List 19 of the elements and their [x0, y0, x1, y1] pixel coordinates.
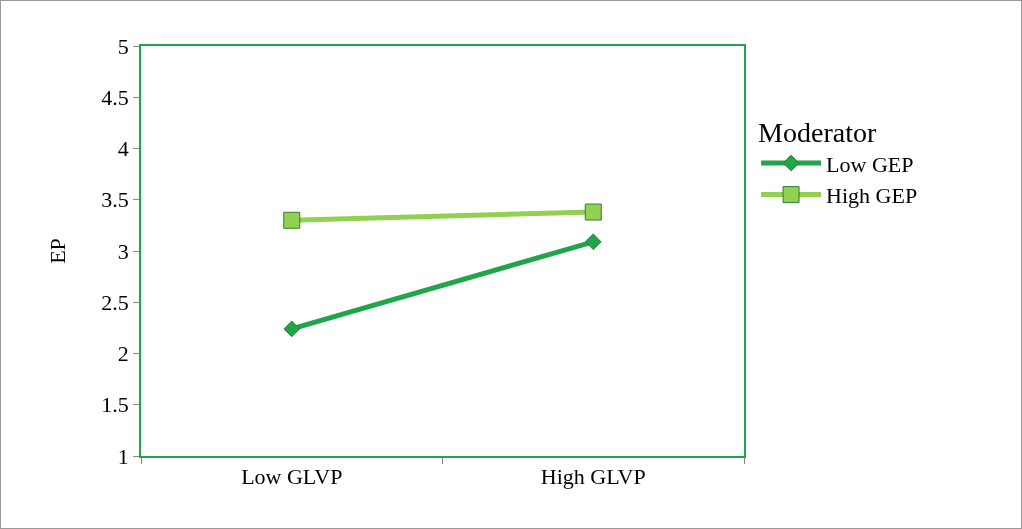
y-tick-label: 3 [117, 238, 129, 264]
legend-label: Low GEP [826, 151, 914, 177]
legend-title: Moderator [758, 117, 877, 149]
y-tick-label: 1 [117, 443, 129, 469]
y-tick-label: 4.5 [101, 84, 129, 110]
y-axis-title: EP [44, 238, 70, 264]
point [584, 233, 602, 251]
y-tick-label: 1.5 [101, 392, 129, 418]
point [584, 203, 602, 221]
x-tick-label: Low GLVP [241, 464, 343, 490]
legend-label: High GEP [826, 183, 918, 209]
y-tick-label: 5 [117, 33, 129, 59]
y-tick-label: 2 [117, 341, 129, 367]
point [283, 320, 301, 338]
point [283, 211, 301, 229]
y-tick-label: 2.5 [101, 289, 129, 315]
x-tick-label: High GLVP [540, 464, 646, 490]
y-tick-label: 3.5 [101, 187, 129, 213]
y-tick-label: 4 [117, 136, 129, 162]
